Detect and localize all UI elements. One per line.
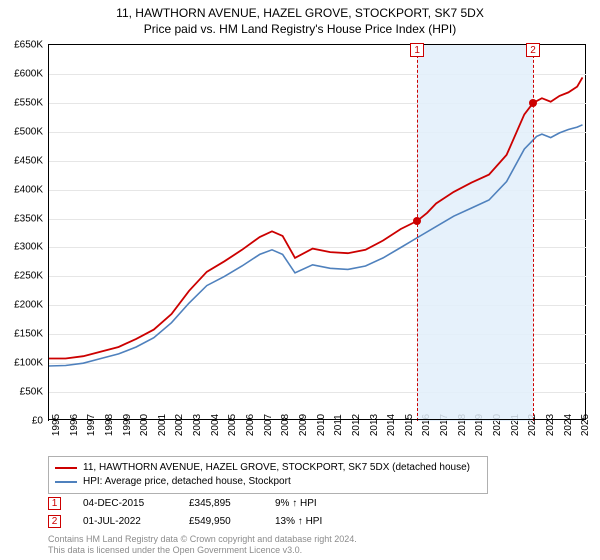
legend-swatch — [55, 467, 77, 469]
y-tick-label: £400K — [14, 184, 43, 195]
transaction-price: £549,950 — [189, 516, 253, 527]
y-tick-label: £150K — [14, 329, 43, 340]
series-property — [48, 77, 583, 358]
transaction-row: 2 01-JUL-2022 £549,950 13% ↑ HPI — [48, 512, 347, 530]
y-tick-label: £450K — [14, 155, 43, 166]
legend-swatch — [55, 481, 77, 483]
transaction-pct: 13% ↑ HPI — [275, 516, 347, 527]
title-address: 11, HAWTHORN AVENUE, HAZEL GROVE, STOCKP… — [0, 6, 600, 20]
y-tick-label: £500K — [14, 126, 43, 137]
marker-dot-2 — [529, 99, 537, 107]
y-tick-label: £250K — [14, 271, 43, 282]
title-subtitle: Price paid vs. HM Land Registry's House … — [0, 22, 600, 36]
y-tick-label: £0 — [32, 416, 43, 427]
marker-line-1 — [417, 45, 418, 421]
chart-container: 11, HAWTHORN AVENUE, HAZEL GROVE, STOCKP… — [0, 0, 600, 560]
marker-label-2: 2 — [526, 43, 540, 57]
footer-line1: Contains HM Land Registry data © Crown c… — [48, 534, 357, 545]
x-axis — [48, 419, 586, 420]
chart-area: £0£50K£100K£150K£200K£250K£300K£350K£400… — [48, 44, 586, 420]
transaction-table: 1 04-DEC-2015 £345,895 9% ↑ HPI 2 01-JUL-2022… — [48, 494, 347, 530]
chart-lines — [48, 45, 586, 421]
y-tick-label: £50K — [20, 387, 43, 398]
legend: 11, HAWTHORN AVENUE, HAZEL GROVE, STOCKP… — [48, 456, 488, 494]
transaction-pct: 9% ↑ HPI — [275, 498, 347, 509]
legend-label: 11, HAWTHORN AVENUE, HAZEL GROVE, STOCKP… — [83, 461, 470, 475]
transaction-price: £345,895 — [189, 498, 253, 509]
transaction-marker: 2 — [48, 515, 61, 528]
legend-label: HPI: Average price, detached house, Stoc… — [83, 475, 291, 489]
legend-item: HPI: Average price, detached house, Stoc… — [55, 475, 481, 489]
title-block: 11, HAWTHORN AVENUE, HAZEL GROVE, STOCKP… — [0, 0, 600, 36]
transaction-marker: 1 — [48, 497, 61, 510]
y-tick-label: £100K — [14, 358, 43, 369]
marker-label-1: 1 — [410, 43, 424, 57]
y-tick-label: £200K — [14, 300, 43, 311]
y-tick-label: £600K — [14, 68, 43, 79]
y-tick-label: £650K — [14, 40, 43, 51]
y-axis — [48, 45, 49, 421]
legend-item: 11, HAWTHORN AVENUE, HAZEL GROVE, STOCKP… — [55, 461, 481, 475]
transaction-row: 1 04-DEC-2015 £345,895 9% ↑ HPI — [48, 494, 347, 512]
marker-dot-1 — [413, 217, 421, 225]
y-tick-label: £300K — [14, 242, 43, 253]
transaction-date: 04-DEC-2015 — [83, 498, 167, 509]
transaction-date: 01-JUL-2022 — [83, 516, 167, 527]
y-tick-label: £350K — [14, 213, 43, 224]
footer: Contains HM Land Registry data © Crown c… — [48, 534, 357, 556]
footer-line2: This data is licensed under the Open Gov… — [48, 545, 357, 556]
y-tick-label: £550K — [14, 97, 43, 108]
